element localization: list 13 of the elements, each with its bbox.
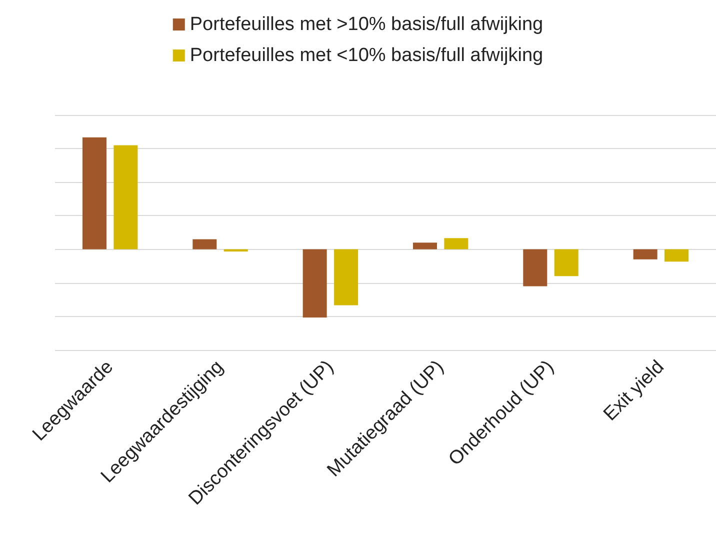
bar bbox=[412, 242, 437, 250]
bar bbox=[633, 249, 658, 260]
bar bbox=[192, 239, 217, 250]
bar bbox=[82, 137, 106, 250]
bar bbox=[554, 249, 578, 276]
bar bbox=[523, 249, 548, 286]
bar bbox=[334, 249, 358, 306]
bar bbox=[302, 249, 327, 318]
legend-label: Portefeuilles met >10% basis/full afwijking bbox=[190, 14, 544, 35]
bar bbox=[444, 238, 468, 250]
legend-label: Portefeuilles met <10% basis/full afwijking bbox=[190, 45, 544, 66]
bar bbox=[114, 145, 138, 250]
bar bbox=[664, 249, 689, 262]
